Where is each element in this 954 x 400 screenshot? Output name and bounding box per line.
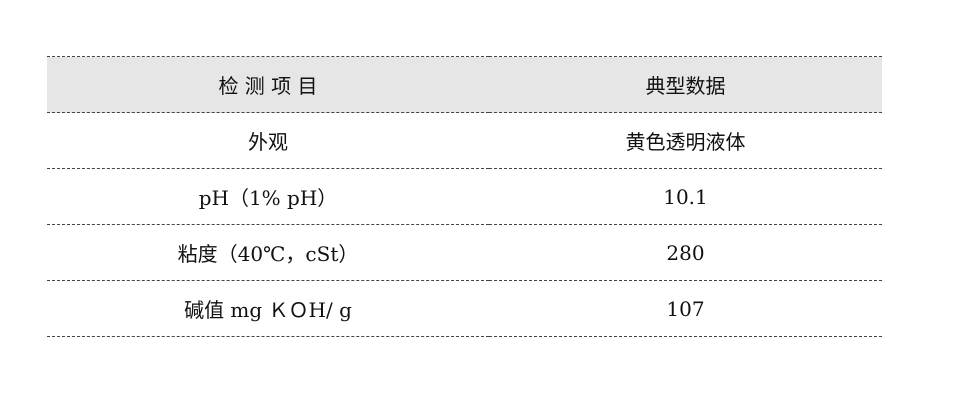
row-item: 粘度（40℃，cSt） <box>47 224 489 281</box>
table-row: 碱值 mg ＫＯH/ g 107 <box>47 280 882 337</box>
table-row: pH（1% pH） 10.1 <box>47 168 882 225</box>
header-item: 检 测 项 目 <box>47 56 489 113</box>
table-row: 粘度（40℃，cSt） 280 <box>47 224 882 281</box>
header-row: 检 测 项 目 典型数据 <box>47 56 882 113</box>
spec-table: 检 测 项 目 典型数据 外观 黄色透明液体 pH（1% pH） 10.1 粘度… <box>47 56 882 337</box>
row-item: pH（1% pH） <box>47 168 489 225</box>
row-value: 黄色透明液体 <box>489 112 882 169</box>
header-value: 典型数据 <box>489 56 882 113</box>
table-row: 外观 黄色透明液体 <box>47 112 882 169</box>
row-value: 280 <box>489 224 882 281</box>
row-value: 107 <box>489 280 882 337</box>
row-item: 碱值 mg ＫＯH/ g <box>47 280 489 337</box>
row-item: 外观 <box>47 112 489 169</box>
row-value: 10.1 <box>489 168 882 225</box>
